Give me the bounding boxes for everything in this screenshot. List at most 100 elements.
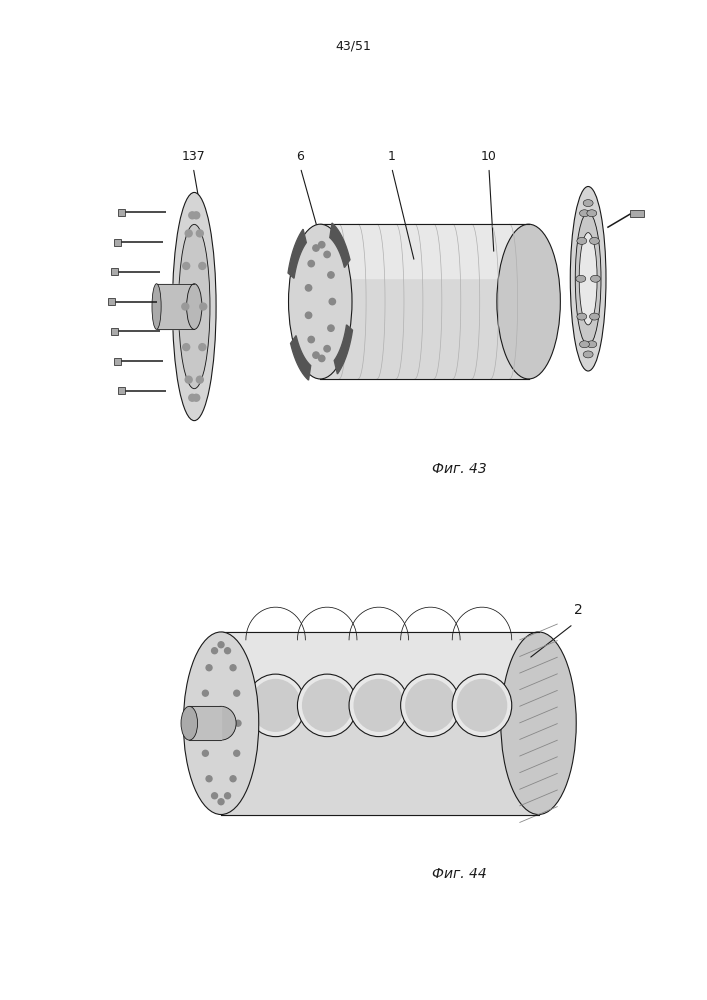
Circle shape [218, 799, 224, 805]
Bar [118, 387, 125, 394]
Text: 10: 10 [481, 150, 497, 163]
Circle shape [211, 793, 218, 799]
Ellipse shape [288, 224, 352, 379]
Circle shape [197, 230, 204, 237]
Polygon shape [320, 224, 529, 379]
Ellipse shape [405, 679, 456, 732]
Circle shape [218, 642, 224, 648]
Ellipse shape [587, 210, 597, 217]
Circle shape [230, 665, 236, 671]
Circle shape [324, 346, 330, 352]
Ellipse shape [576, 275, 586, 282]
Circle shape [202, 750, 209, 756]
Ellipse shape [577, 313, 587, 320]
Circle shape [199, 262, 206, 269]
Ellipse shape [206, 706, 236, 740]
Ellipse shape [457, 679, 508, 732]
Ellipse shape [183, 632, 259, 815]
Ellipse shape [173, 192, 216, 421]
Circle shape [202, 690, 209, 696]
Polygon shape [288, 229, 306, 278]
Circle shape [308, 336, 315, 343]
Circle shape [230, 776, 236, 782]
Circle shape [305, 312, 312, 318]
Text: 137: 137 [182, 150, 205, 163]
Circle shape [225, 648, 230, 654]
Bar [111, 268, 118, 275]
Ellipse shape [187, 284, 202, 329]
Text: Фиг. 44: Фиг. 44 [432, 867, 486, 881]
Circle shape [319, 242, 325, 248]
Polygon shape [156, 284, 194, 329]
Bar [111, 328, 118, 335]
Circle shape [182, 303, 189, 310]
Circle shape [206, 776, 212, 782]
Ellipse shape [349, 674, 409, 737]
Text: 1: 1 [387, 150, 396, 163]
Text: Фиг. 43: Фиг. 43 [432, 462, 486, 476]
Ellipse shape [298, 674, 357, 737]
Ellipse shape [583, 351, 593, 358]
Ellipse shape [590, 275, 600, 282]
Bar [114, 239, 121, 246]
Circle shape [308, 260, 315, 267]
Circle shape [189, 394, 196, 401]
Circle shape [182, 344, 189, 351]
Circle shape [206, 665, 212, 671]
Ellipse shape [401, 674, 460, 737]
Bar [630, 210, 643, 217]
Ellipse shape [577, 237, 587, 244]
Ellipse shape [580, 210, 590, 217]
Text: 6: 6 [296, 150, 304, 163]
Circle shape [199, 344, 206, 351]
Ellipse shape [583, 200, 593, 207]
Circle shape [185, 230, 192, 237]
Circle shape [324, 251, 330, 258]
Ellipse shape [587, 341, 597, 348]
Polygon shape [334, 325, 353, 374]
Circle shape [319, 355, 325, 362]
Circle shape [328, 325, 334, 331]
Circle shape [189, 212, 196, 219]
Circle shape [225, 793, 230, 799]
Ellipse shape [590, 313, 600, 320]
Circle shape [185, 376, 192, 383]
Ellipse shape [571, 186, 606, 371]
Ellipse shape [250, 679, 301, 732]
Polygon shape [291, 336, 310, 380]
Bar [108, 298, 115, 305]
Ellipse shape [575, 212, 601, 345]
Ellipse shape [501, 632, 576, 815]
Ellipse shape [452, 674, 512, 737]
Ellipse shape [302, 679, 353, 732]
Ellipse shape [354, 679, 404, 732]
Ellipse shape [590, 237, 600, 244]
Circle shape [234, 750, 240, 756]
Ellipse shape [579, 233, 597, 325]
Circle shape [235, 720, 241, 726]
Polygon shape [189, 706, 221, 740]
Circle shape [211, 648, 218, 654]
Circle shape [182, 262, 189, 269]
Bar [114, 358, 121, 365]
Circle shape [329, 298, 336, 305]
Circle shape [193, 212, 199, 219]
Polygon shape [221, 632, 539, 700]
Polygon shape [320, 224, 529, 278]
Ellipse shape [181, 706, 197, 740]
Circle shape [305, 285, 312, 291]
Circle shape [201, 720, 207, 726]
Text: 2: 2 [574, 603, 583, 617]
Circle shape [200, 303, 206, 310]
Ellipse shape [179, 224, 210, 389]
Ellipse shape [246, 674, 305, 737]
Circle shape [328, 272, 334, 278]
Circle shape [312, 352, 319, 358]
Circle shape [197, 376, 204, 383]
Ellipse shape [497, 224, 561, 379]
Ellipse shape [152, 284, 161, 329]
Ellipse shape [580, 341, 590, 348]
Circle shape [193, 394, 199, 401]
Polygon shape [221, 632, 539, 815]
Circle shape [234, 690, 240, 696]
